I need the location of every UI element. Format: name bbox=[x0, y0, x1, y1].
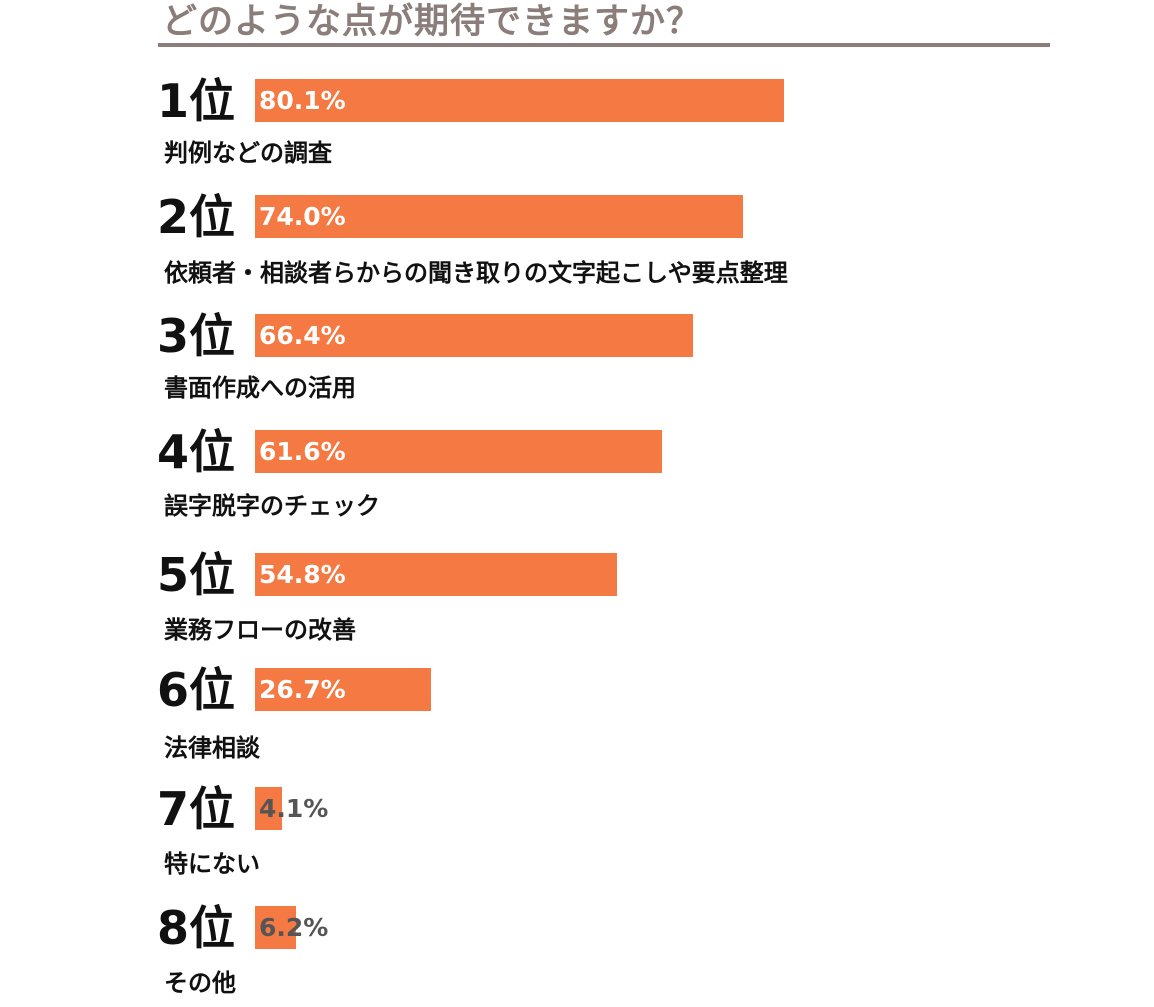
category-label: 判例などの調査 bbox=[164, 139, 332, 167]
bar bbox=[255, 314, 693, 357]
value-label: 6.2% bbox=[259, 913, 329, 942]
value-label: 4.1% bbox=[259, 794, 329, 823]
value-label: 74.0% bbox=[259, 202, 346, 231]
value-label: 61.6% bbox=[259, 437, 346, 466]
category-label: 特にない bbox=[164, 850, 260, 878]
value-label: 54.8% bbox=[259, 560, 346, 589]
value-label: 66.4% bbox=[259, 321, 346, 350]
bar bbox=[255, 430, 662, 473]
category-label: 依頼者・相談者らからの聞き取りの文字起こしや要点整理 bbox=[164, 259, 788, 287]
chart-title: どのような点が期待できますか？ bbox=[162, 2, 703, 42]
category-label: 誤字脱字のチェック bbox=[164, 492, 380, 520]
rank-label: 3位 bbox=[157, 309, 236, 363]
bar bbox=[255, 787, 282, 830]
rank-label: 1位 bbox=[157, 74, 236, 128]
bar bbox=[255, 195, 743, 238]
category-label: 法律相談 bbox=[164, 734, 260, 762]
rank-label: 6位 bbox=[157, 663, 236, 717]
value-label: 80.1% bbox=[259, 86, 346, 115]
value-label: 26.7% bbox=[259, 675, 346, 704]
title-underline bbox=[158, 43, 1050, 47]
category-label: 業務フローの改善 bbox=[164, 616, 356, 644]
bar bbox=[255, 553, 617, 596]
rank-label: 5位 bbox=[157, 548, 236, 602]
category-label: その他 bbox=[164, 969, 236, 997]
bar bbox=[255, 79, 784, 122]
bar bbox=[255, 668, 431, 711]
rank-label: 2位 bbox=[157, 190, 236, 244]
rank-label: 4位 bbox=[157, 425, 236, 479]
rank-label: 8位 bbox=[157, 901, 236, 955]
bar bbox=[255, 906, 296, 949]
rank-label: 7位 bbox=[157, 782, 236, 836]
category-label: 書面作成への活用 bbox=[164, 374, 356, 402]
